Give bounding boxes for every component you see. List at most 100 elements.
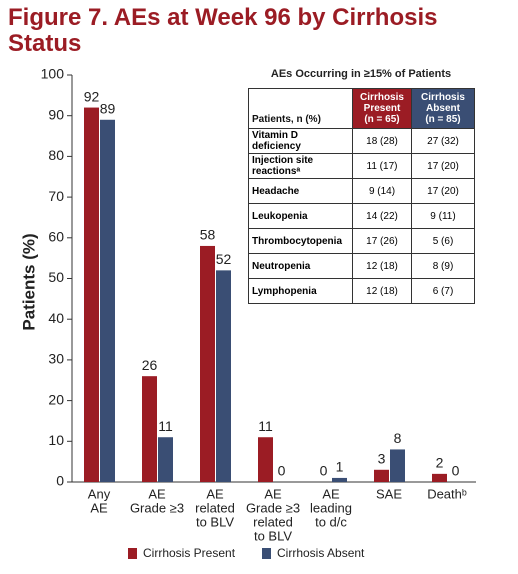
table-cell: 9 (11) [411,203,475,229]
cell-line: Lymphopenia [252,285,317,297]
bar [142,376,157,482]
cell-line: Injection site [252,155,314,166]
data-label: 92 [84,88,100,104]
title-line: Figure 7. AEs at Week 96 by Cirrhosis [8,4,438,31]
cell-line: Leukopenia [252,210,308,222]
x-tick-label: AE [322,486,340,501]
table-cell: Injection site reactionsᵃ [248,153,353,179]
x-tick-label: related [195,500,235,515]
table-cell: 17 (26) [352,228,412,254]
cell-line: Cirrhosis [360,92,404,103]
data-label: 3 [378,450,386,466]
table-row: Thrombocytopenia 17 (26) 5 (6) [248,228,475,254]
table-cell: Thrombocytopenia [248,228,353,254]
data-label: 8 [394,430,402,446]
x-tick-label: related [253,514,293,529]
bar [158,437,173,482]
bar [258,437,273,482]
y-tick-label: 90 [48,106,64,122]
table-cell: 11 (17) [352,153,412,179]
table-cell: 27 (32) [411,128,475,154]
y-tick-label: 70 [48,188,64,204]
bar [100,119,115,483]
ae-table: Patients, n (%) Cirrhosis Present (n = 65) C… [248,88,475,304]
x-tick-label: to BLV [254,528,292,543]
y-tick-label: 20 [48,391,64,407]
cell-line: deficiency [252,141,301,152]
header-row: Patients, n (%) Cirrhosis Present (n = 65) C… [248,88,475,129]
bar [332,477,347,482]
cell-line: Absent [426,103,460,114]
table-cell: 6 (7) [411,278,475,304]
table-row: Headache 9 (14) 17 (20) [248,178,475,204]
data-label: 0 [452,463,460,479]
table-row: Leukopenia 14 (22) 9 (11) [248,203,475,229]
cell-line: Neutropenia [252,260,311,272]
x-tick-label: AE [264,486,282,501]
table-title: AEs Occurring in ≥15% of Patients [271,68,451,80]
bar [84,107,99,482]
data-label: 0 [320,463,328,479]
x-tick-label: leading [310,500,352,515]
table-cell: 14 (22) [352,203,412,229]
data-label: 0 [278,463,286,479]
bar [200,245,215,482]
y-tick-label: 10 [48,432,64,448]
data-label: 11 [258,418,273,434]
x-tick-label: AE [90,500,108,515]
table-row: Neutropenia 12 (18) 8 (9) [248,253,475,279]
table-cell: 12 (18) [352,278,412,304]
legend-label: Cirrhosis Present [143,546,236,560]
x-tick-label: Any [88,486,111,501]
cell-line: reactionsᵃ [252,166,301,177]
x-tick-label: Grade ≥3 [246,500,300,515]
table-cell: 8 (9) [411,253,475,279]
data-label: 2 [436,455,444,471]
cell-line: (n = 65) [364,114,400,125]
cell-line: Patients, n (%) [252,114,321,125]
data-label: 58 [200,227,216,243]
y-axis-label: Patients (%) [19,233,38,330]
data-label: 1 [336,459,344,475]
data-label: 26 [142,357,158,373]
y-tick-label: 0 [56,473,64,489]
y-tick-label: 30 [48,351,64,367]
table-cell: Headache [248,178,353,204]
legend-swatch [262,548,271,559]
chart-title: Figure 7. AEs at Week 96 by Cirrhosis Sta… [8,4,438,57]
x-tick-label: AE [148,486,166,501]
x-tick-label: SAE [376,486,402,501]
bar [374,469,389,482]
cell-line: Headache [252,185,300,197]
legend-swatch [128,548,137,559]
y-tick-label: 80 [48,147,64,163]
cell-line: Thrombocytopenia [252,235,343,247]
table-row: Lymphopenia 12 (18) 6 (7) [248,278,475,304]
x-tick-label: to BLV [196,514,234,529]
table-row: Injection site reactionsᵃ 11 (17) 17 (20) [248,153,475,179]
title-line: Status [8,30,81,57]
cell-line: Vitamin D [252,130,298,141]
x-tick-label: to d/c [315,514,347,529]
cell-line: Cirrhosis [421,92,465,103]
table-cell: 12 (18) [352,253,412,279]
bar [432,473,447,482]
bar [390,449,405,482]
cell-line: (n = 85) [425,114,461,125]
y-tick-label: 60 [48,229,64,245]
table-cell: 17 (20) [411,178,475,204]
legend-label: Cirrhosis Absent [277,546,365,560]
y-tick-label: 50 [48,269,64,285]
y-tick-label: 100 [41,66,65,82]
data-label: 11 [158,418,173,434]
table-cell: Leukopenia [248,203,353,229]
table-cell: Neutropenia [248,253,353,279]
header-cell: Patients, n (%) [248,88,353,129]
table-cell: 9 (14) [352,178,412,204]
table-cell: 18 (28) [352,128,412,154]
y-tick-label: 40 [48,310,64,326]
